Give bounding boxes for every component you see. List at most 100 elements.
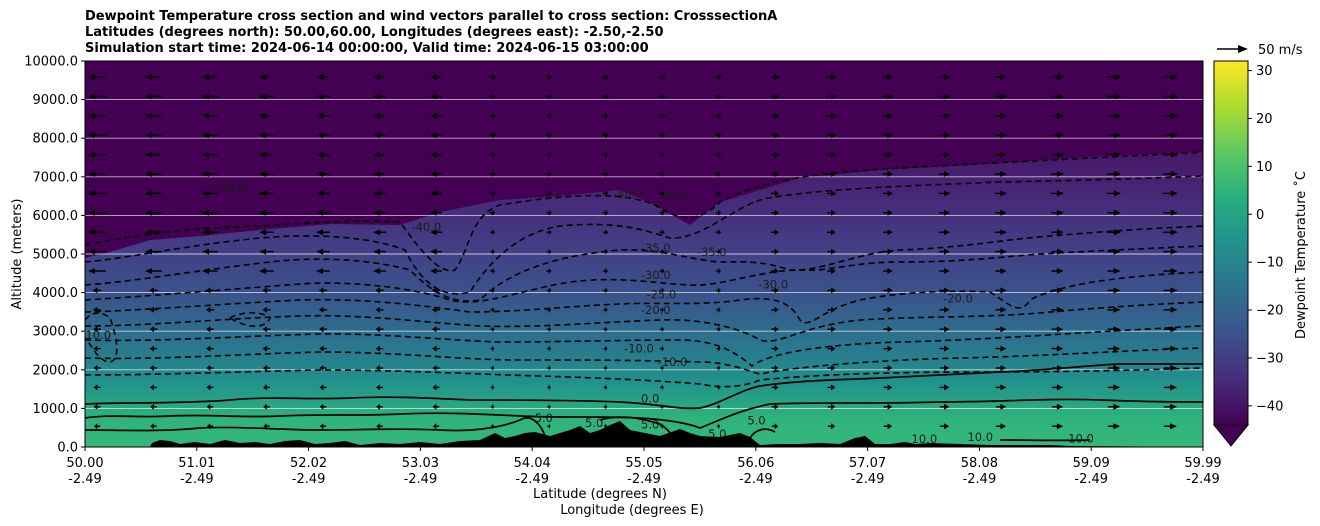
x-tick-label-lat: 56.06 [737,456,774,471]
wind-vector-head [1170,248,1178,255]
wind-vector-head [88,151,95,158]
wind-vector-head [88,248,95,255]
wind-vector-head [661,365,664,371]
wind-vector-head [548,365,551,371]
x-tick-label-lat: 53.03 [402,456,439,471]
wind-vector-head [718,74,722,80]
wind-vector-head [887,209,893,216]
wind-vector-head [430,190,437,197]
wind-vector-head [492,229,496,236]
wind-vector-head [88,74,95,80]
wind-vector-head [1171,151,1179,158]
wind-vector-head [605,229,609,236]
wind-vector-head [319,326,324,333]
wind-vector-head [262,306,267,313]
wind-vector-head [887,248,893,255]
wind-vector-head [1000,248,1007,255]
wind-vector-head [887,423,893,430]
contour-lines [85,151,1203,445]
wind-vector-head [373,93,381,100]
wind-vector-head [774,287,779,294]
wind-vector-head [430,229,437,236]
wind-vector-head [548,326,552,333]
wind-vector-head [718,229,722,236]
wind-vector-head [492,365,495,371]
wind-vector-head [605,403,608,410]
y-axis-label: Altitude (meters) [10,199,25,310]
wind-vector-head [1171,112,1179,119]
wind-vector-head [661,306,665,313]
wind-vector-head [88,93,95,100]
y-tick-label: 0.0 [57,441,78,456]
y-tick-label: 9000.0 [33,93,79,108]
wind-vector-head [259,151,267,158]
wind-vector-head [1113,384,1121,391]
wind-vector-head [943,171,951,177]
wind-vector-head [1056,403,1064,410]
wind-vector-head [774,345,779,352]
x-tick-label-lon: -2.49 [1074,472,1108,487]
wind-vector-head [1114,132,1122,139]
colorbar-tick-label: 0 [1256,208,1264,223]
wind-vector-head [718,151,722,158]
wind-vector-head [661,74,666,80]
wind-vector-head [605,326,608,333]
wind-vector-head [259,209,267,216]
wind-vector-head [430,171,437,177]
wind-vector-head [492,190,496,197]
wind-vector-head [430,132,437,139]
wind-vector-head [202,132,210,139]
wind-vector-head [149,287,154,294]
contour-label: -10.0 [624,341,654,355]
wind-vector-head [316,151,324,158]
contour-line-negative [85,271,1203,324]
wind-vector-head [430,209,437,216]
contour-label: -10.0 [81,328,111,342]
wind-vector-head [887,171,894,177]
wind-vector-head [718,287,721,294]
x-axis: 50.00-2.4951.01-2.4952.02-2.4953.03-2.49… [66,447,1222,487]
y-tick-label: 6000.0 [33,209,79,224]
wind-vector-head [944,365,950,371]
contour-label: -20.0 [641,303,671,317]
wind-vector-head [1000,209,1007,216]
y-tick-label: 10000.0 [24,55,78,70]
wind-vector-head [202,248,210,255]
wind-vector-head [376,403,380,410]
wind-vector-head [831,403,836,410]
wind-vector-head [376,423,380,430]
wind-vector-head [774,171,780,177]
wind-vector-head [206,326,211,333]
x-tick-label-lon: -2.49 [180,472,214,487]
wind-vector-head [887,345,893,352]
contour-label: -10.0 [658,355,688,369]
y-tick-label: 7000.0 [33,170,79,185]
wind-vector-head [548,306,552,313]
wind-vector-head [93,365,98,371]
wind-vector-head [943,248,950,255]
wind-vector-head [887,268,893,274]
wind-vector-head [548,423,551,430]
wind-vector-head [1057,171,1065,177]
grid-lines [85,99,1203,409]
x-tick-label-lon: -2.49 [851,472,885,487]
wind-vector-head [548,287,552,294]
wind-vector-head [88,132,95,139]
wind-vector-head [774,384,779,391]
wind-vector-head [492,209,496,216]
wind-vector-head [887,403,893,410]
wind-vector-head [373,112,381,119]
wind-vector-head [202,93,210,100]
wind-vector-head [319,403,324,410]
wind-vector-head [774,326,779,333]
wind-vector-head [202,74,210,80]
wind-vector-head [887,229,893,236]
colorbar-frame [1213,60,1249,426]
wind-vector-head [943,151,951,158]
x-tick-label-lon: -2.49 [627,472,661,487]
wind-vector-head [430,268,437,274]
wind-vector-head [375,287,380,294]
wind-vector-head [259,248,267,255]
wind-vector-head [202,209,210,216]
wind-vector-head [1114,93,1122,100]
